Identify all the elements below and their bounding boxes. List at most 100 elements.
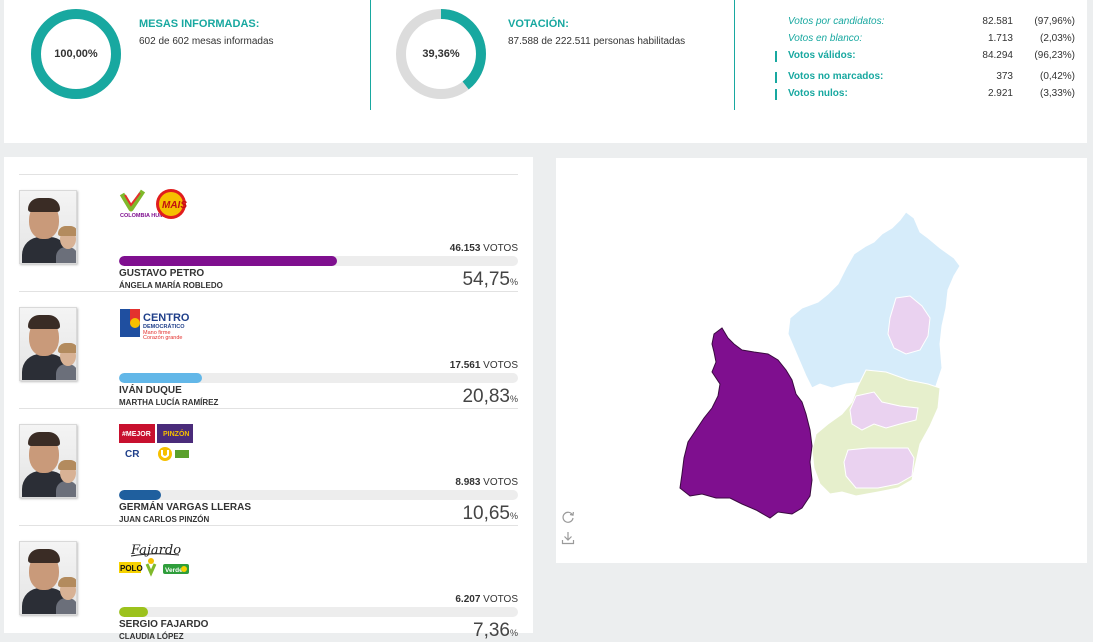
map-region[interactable] [849,391,919,431]
candidate-card[interactable]: Fajardo POLO Verde 6.207 VOTOS [19,525,518,642]
vice-candidate-name: JUAN CARLOS PINZÓN [119,515,210,524]
votes-unit: VOTOS [483,477,518,488]
votes-count: 6.207 [455,594,481,605]
percent-value: 54,75 [462,269,510,290]
colombia-humana-logo: COLOMBIA HUMANA [119,189,176,219]
partido-de-la-u-logo [158,447,189,461]
percent-sign: % [509,277,518,287]
breakdown-label: Votos nulos: [788,88,848,99]
vice-candidate-name: MARTHA LUCÍA RAMÍREZ [119,398,219,407]
svg-text:PINZÓN: PINZÓN [163,429,189,438]
map-region[interactable] [843,447,915,489]
votes-count: 17.561 [449,360,481,371]
vote-share-bar [119,373,518,383]
breakdown-label: Votos en blanco: [788,33,863,44]
mejor-vargas-lleras-logo: #MEJOR [119,424,155,443]
breakdown-value: 2.921 [987,88,1013,99]
svg-text:Verde: Verde [165,567,183,574]
refresh-icon [562,511,574,523]
votacion-ring-fill [396,9,486,99]
votacion-donut-chart [396,9,486,99]
mesas-donut: 100,00% [30,8,122,100]
svg-text:#MEJOR: #MEJOR [122,431,151,438]
map-refresh-button[interactable] [561,510,575,524]
mais-logo: MAIS [156,189,187,219]
breakdown-value: 1.713 [987,33,1013,44]
candidate-percent: 54,75% [462,269,518,291]
mesas-subtitle: 602 de 602 mesas informadas [139,36,274,47]
mesas-percent: 100,00% [54,48,98,60]
stats-panel: 100,00% MESAS INFORMADAS: 602 de 602 mes… [4,0,1087,143]
map-region[interactable] [887,295,931,355]
candidate-card[interactable]: CENTRO DEMOCRÁTICO Mano firme Corazón gr… [19,291,518,408]
map-region[interactable] [787,211,961,399]
alianza-verde-logo: Verde [163,564,189,574]
percent-sign: % [509,628,518,638]
fajardo-signature-logo: Fajardo [130,543,181,558]
breakdown-percent: (2,03%) [1039,33,1075,44]
mesas-informadas-stat: 100,00% MESAS INFORMADAS: 602 de 602 mes… [4,0,366,110]
compromiso-ciudadano-logo [145,558,157,577]
vote-share-fill [119,490,162,500]
mesas-title: MESAS INFORMADAS: [139,18,260,30]
breakdown-label: Votos no marcados: [788,71,884,82]
svg-text:DEMOCRÁTICO: DEMOCRÁTICO [143,323,185,330]
candidate-votes: 6.207 VOTOS [455,594,518,605]
vote-share-fill [119,256,338,266]
breakdown-percent: (97,96%) [1034,16,1075,27]
breakdown-value: 84.294 [982,50,1013,61]
mesas-ring-fill [31,9,121,99]
candidate-votes: 8.983 VOTOS [455,477,518,488]
votacion-title: VOTACIÓN: [508,18,569,30]
breakdown-marker [775,72,777,83]
vote-share-fill [119,373,203,383]
vice-candidate-name: ÁNGELA MARÍA ROBLEDO [119,281,223,290]
vote-share-fill [119,607,149,617]
candidate-percent: 7,36% [473,620,518,642]
votacion-donut: 39,36% [395,8,487,100]
percent-value: 10,65 [462,503,510,524]
results-map[interactable] [556,158,1087,563]
candidates-panel: COLOMBIA HUMANA MAIS 46.153 VOTOS GUSTAV… [4,157,533,641]
breakdown-value: 82.581 [982,16,1013,27]
map-download-button[interactable] [561,531,575,545]
svg-text:Mano firme: Mano firme [143,330,171,336]
candidate-percent: 20,83% [462,386,518,408]
svg-text:POLO: POLO [120,564,143,573]
svg-text:Corazón grande: Corazón grande [143,335,182,341]
candidate-name: IVÁN DUQUE [119,385,182,396]
candidate-photo [19,541,77,615]
candidate-percent: 10,65% [462,503,518,525]
party-logos: COLOMBIA HUMANA MAIS [119,189,319,231]
party-logos: #MEJOR PINZÓN CR [119,423,319,465]
svg-text:COLOMBIA HUMANA: COLOMBIA HUMANA [120,213,176,219]
votes-breakdown: Votos por candidatos: 82.581 (97,96%) Vo… [734,0,1087,110]
candidate-name: SERGIO FAJARDO [119,619,209,630]
centro-democratico-logo: CENTRO DEMOCRÁTICO Mano firme Corazón gr… [120,309,190,341]
vote-share-bar [119,490,518,500]
votacion-stat: 39,36% VOTACIÓN: 87.588 de 222.511 perso… [370,0,730,110]
breakdown-row: Votos en blanco: 1.713 (2,03%) [775,33,1075,47]
breakdown-row: Votos nulos: 2.921 (3,33%) [775,88,1075,102]
votes-unit: VOTOS [483,360,518,371]
votes-unit: VOTOS [483,243,518,254]
candidate-photo [19,307,77,381]
vote-share-bar [119,256,518,266]
candidate-card[interactable]: COLOMBIA HUMANA MAIS 46.153 VOTOS GUSTAV… [19,174,518,291]
breakdown-row: Votos no marcados: 373 (0,42%) [775,71,1075,85]
votacion-subtitle: 87.588 de 222.511 personas habilitadas [508,36,686,47]
candidate-photo [19,424,77,498]
party-logos: CENTRO DEMOCRÁTICO Mano firme Corazón gr… [119,306,319,348]
candidate-name: GERMÁN VARGAS LLERAS [119,502,252,513]
votes-unit: VOTOS [483,594,518,605]
percent-sign: % [509,394,518,404]
votacion-percent: 39,36% [422,48,460,60]
breakdown-row: Votos válidos: 84.294 (96,23%) [775,50,1075,64]
candidate-name: GUSTAVO PETRO [119,268,205,279]
candidate-votes: 46.153 VOTOS [450,243,518,254]
breakdown-percent: (3,33%) [1039,88,1075,99]
mesas-donut-chart [31,9,121,99]
cambio-radical-logo: CR [125,449,140,460]
map-region-winner[interactable] [679,327,813,519]
candidate-card[interactable]: #MEJOR PINZÓN CR 8.983 VOTOS GERMÁN VARG… [19,408,518,525]
